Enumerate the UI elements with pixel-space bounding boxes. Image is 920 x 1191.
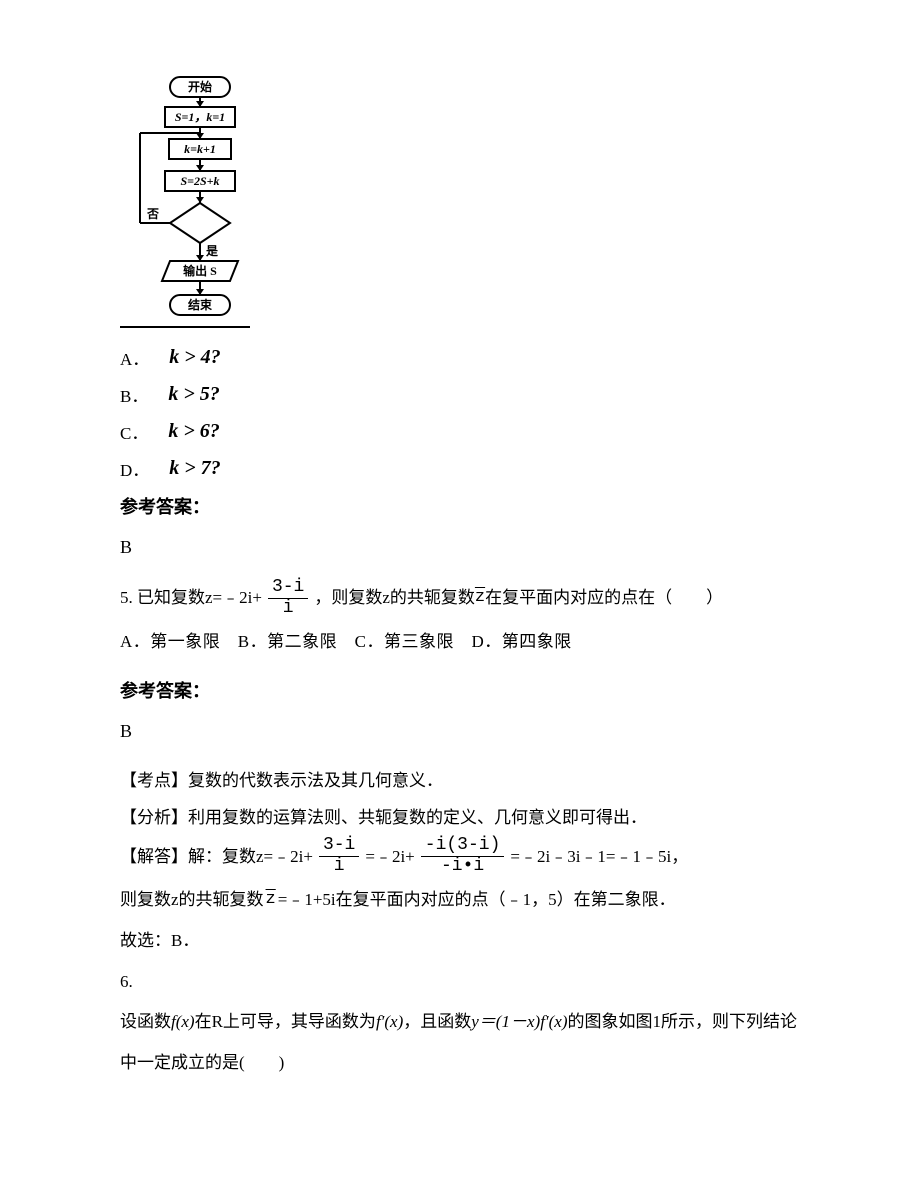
flow-increment: k=k+1 xyxy=(184,142,216,156)
fraction-denominator: i xyxy=(279,599,298,619)
q4-option-c: C． k > 6? xyxy=(120,419,810,444)
jieda-label: 【解答】解：复数z=﹣2i+ xyxy=(120,838,313,875)
option-label: D． xyxy=(120,456,149,481)
q4-option-a: A． k > 4? xyxy=(120,345,810,370)
q6-text: ，且函数 xyxy=(403,1012,471,1031)
fpx-var: f′(x) xyxy=(540,1012,567,1031)
q5-prefix: 5. 已知复数z=﹣2i+ xyxy=(120,581,262,615)
option-expression: k > 5? xyxy=(168,383,219,406)
q4-option-b: B． k > 5? xyxy=(120,382,810,407)
line2-b: =﹣1+5i在复平面内对应的点（﹣1，5）在第二象限． xyxy=(278,881,676,918)
flow-start: 开始 xyxy=(188,79,212,94)
zbar: z xyxy=(266,881,276,918)
flow-compute: S=2S+k xyxy=(180,174,219,188)
q6-body: 设函数f(x)在R上可导，其导函数为f′(x)，且函数y＝(1－x)f′(x)的… xyxy=(120,1002,810,1084)
q4-answer-header: 参考答案： xyxy=(120,493,810,519)
fpx-var: f′(x) xyxy=(376,1012,403,1031)
fraction: 3-i i xyxy=(319,836,359,877)
flow-output: 输出 S xyxy=(183,263,217,278)
fraction-numerator: 3-i xyxy=(268,578,308,599)
q6-text: 在R上可导，其导函数为 xyxy=(195,1012,376,1031)
zbar: z xyxy=(475,581,485,615)
jieda-line-2: 则复数z的共轭复数 z =﹣1+5i在复平面内对应的点（﹣1，5）在第二象限． xyxy=(120,881,810,918)
q5-mid-text: ，则复数z的共轭复数 xyxy=(314,581,475,615)
q5-answer: B xyxy=(120,721,810,742)
jieda-line-1: 【解答】解：复数z=﹣2i+ 3-i i =﹣2i+ -i(3-i) -i•i … xyxy=(120,836,810,877)
flow-yes-label: 是 xyxy=(205,244,219,258)
line2-a: 则复数z的共轭复数 xyxy=(120,881,264,918)
flow-init: S=1，k=1 xyxy=(175,110,225,124)
conclude-line: 故选：B． xyxy=(120,922,810,959)
x-var: x xyxy=(527,1012,535,1031)
fraction-denominator: i xyxy=(330,857,349,877)
q5-explanation: 【考点】复数的代数表示法及其几何意义． 【分析】利用复数的运算法则、共轭复数的定… xyxy=(120,762,810,960)
y-expr: y＝(1－ xyxy=(471,1012,527,1031)
jieda-tail: =﹣2i﹣3i﹣1=﹣1﹣5i， xyxy=(510,838,688,875)
fx-var: f(x) xyxy=(171,1012,195,1031)
kaodian-line: 【考点】复数的代数表示法及其几何意义． xyxy=(120,762,810,799)
option-expression: k > 7? xyxy=(169,457,220,480)
fraction: -i(3-i) -i•i xyxy=(421,836,505,877)
fraction-denominator: -i•i xyxy=(437,857,488,877)
option-label: B． xyxy=(120,382,148,407)
option-expression: k > 4? xyxy=(169,346,220,369)
flow-end: 结束 xyxy=(188,297,213,312)
q4-answer: B xyxy=(120,537,810,558)
fraction: 3-i i xyxy=(268,578,308,619)
q5-options: A．第一象限 B．第二象限 C．第三象限 D．第四象限 xyxy=(120,625,810,659)
q6-number: 6. xyxy=(120,972,810,992)
q5-question: 5. 已知复数z=﹣2i+ 3-i i ，则复数z的共轭复数 z 在复平面内对应… xyxy=(120,578,810,659)
option-expression: k > 6? xyxy=(168,420,219,443)
q5-answer-header: 参考答案： xyxy=(120,677,810,703)
q4-option-d: D． k > 7? xyxy=(120,456,810,481)
option-label: A． xyxy=(120,345,149,370)
q5-suffix: 在复平面内对应的点在（ ） xyxy=(485,581,723,615)
flow-no-label: 否 xyxy=(146,207,159,221)
option-label: C． xyxy=(120,419,148,444)
flowchart-diagram: 开始 S=1，k=1 k=k+1 S=2S+k 否 是 输出 S 结束 xyxy=(120,75,250,330)
fraction-numerator: 3-i xyxy=(319,836,359,857)
jieda-mid: =﹣2i+ xyxy=(365,838,414,875)
q6-text: 设函数 xyxy=(120,1012,171,1031)
fraction-numerator: -i(3-i) xyxy=(421,836,505,857)
fenxi-line: 【分析】利用复数的运算法则、共轭复数的定义、几何意义即可得出． xyxy=(120,799,810,836)
